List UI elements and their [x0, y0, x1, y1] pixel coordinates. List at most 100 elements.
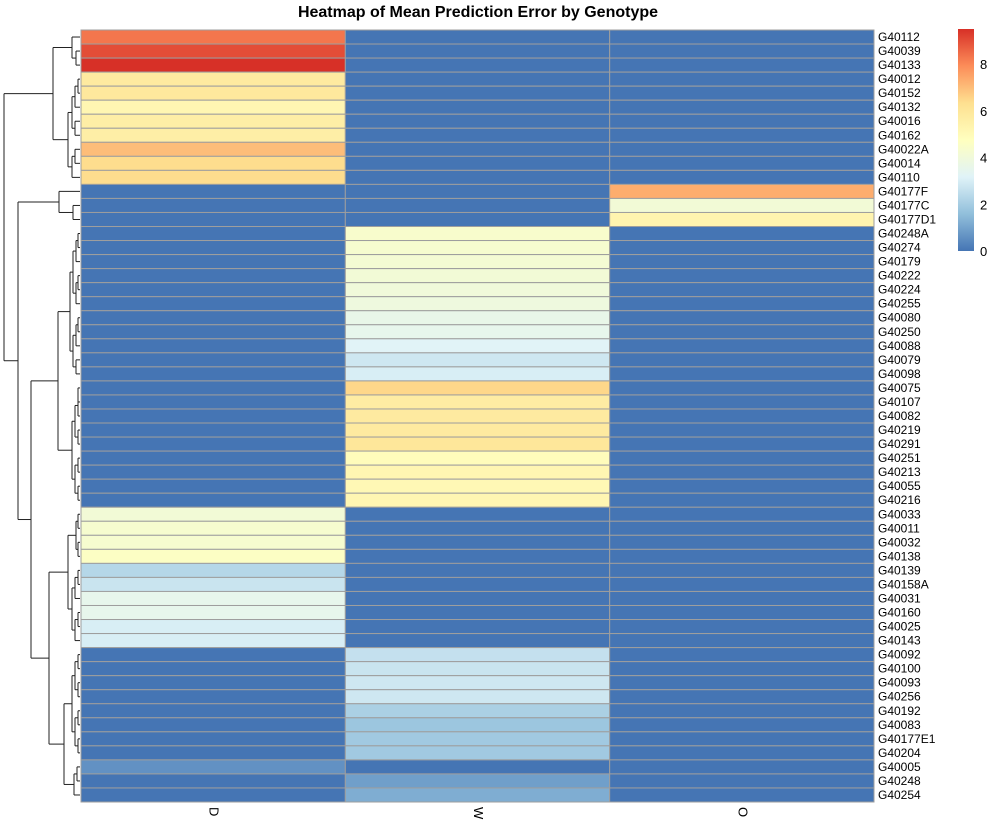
heatmap-cell — [344, 226, 611, 242]
heatmap-cell — [80, 787, 346, 803]
heatmap-cell — [344, 197, 611, 213]
row-label: G40075 — [878, 381, 921, 395]
row-label: G40039 — [878, 44, 921, 58]
heatmap-cell — [344, 57, 611, 73]
heatmap-cell — [80, 71, 346, 87]
heatmap-cell — [344, 380, 611, 396]
heatmap-cell — [609, 773, 875, 789]
row-label: G40138 — [878, 549, 921, 563]
heatmap-cell — [80, 57, 346, 73]
heatmap-cell — [344, 745, 611, 761]
heatmap-cell — [344, 717, 611, 733]
column-label: O — [735, 807, 750, 817]
heatmap-cell — [344, 183, 611, 199]
row-label: G40132 — [878, 100, 921, 114]
heatmap-cell — [344, 296, 611, 312]
heatmap-cell — [609, 197, 875, 213]
heatmap-cell — [344, 254, 611, 270]
heatmap-cell — [80, 619, 346, 635]
heatmap-cell — [344, 492, 611, 508]
heatmap-cell — [344, 240, 611, 256]
heatmap-cell — [80, 183, 346, 199]
heatmap-cell — [344, 759, 611, 775]
row-label: G40256 — [878, 690, 921, 704]
row-label: G40216 — [878, 493, 921, 507]
heatmap-cell — [344, 324, 611, 340]
heatmap-cell — [80, 169, 346, 185]
color-legend-tick: 2 — [980, 197, 987, 212]
heatmap-cell — [609, 478, 875, 494]
heatmap-cell — [609, 155, 875, 171]
heatmap-cell — [344, 562, 611, 578]
heatmap-cell — [80, 282, 346, 298]
heatmap-cell — [344, 71, 611, 87]
heatmap-cell — [344, 534, 611, 550]
heatmap-cell — [80, 324, 346, 340]
row-label: G40177F — [878, 184, 928, 198]
heatmap-cell — [344, 576, 611, 592]
heatmap-cell — [609, 169, 875, 185]
heatmap-cell — [609, 352, 875, 368]
heatmap-cell — [80, 141, 346, 157]
heatmap-cell — [609, 183, 875, 199]
heatmap-cell — [344, 99, 611, 115]
color-legend-tick: 4 — [980, 151, 987, 166]
heatmap-cell — [80, 254, 346, 270]
heatmap-cell — [80, 268, 346, 284]
row-labels: G40112G40039G40133G40012G40152G40132G400… — [878, 30, 936, 802]
heatmap-cell — [609, 268, 875, 284]
row-label: G40082 — [878, 409, 921, 423]
heatmap-cell — [609, 633, 875, 649]
row-label: G40177E1 — [878, 732, 936, 746]
row-label: G40291 — [878, 437, 921, 451]
heatmap-cell — [80, 436, 346, 452]
heatmap-cell — [344, 647, 611, 663]
heatmap-cell — [80, 450, 346, 466]
heatmap-cell — [80, 492, 346, 508]
heatmap-cell — [609, 436, 875, 452]
row-label: G40224 — [878, 283, 921, 297]
heatmap-cell — [609, 380, 875, 396]
heatmap-cell — [80, 759, 346, 775]
heatmap-cell — [80, 773, 346, 789]
row-label: G40083 — [878, 718, 921, 732]
heatmap-cell — [609, 310, 875, 326]
row-label: G40022A — [878, 142, 929, 156]
chart-title: Heatmap of Mean Prediction Error by Geno… — [297, 4, 659, 21]
heatmap-cell — [609, 661, 875, 677]
row-label: G40016 — [878, 114, 921, 128]
heatmap-cell — [80, 366, 346, 382]
heatmap-cell — [80, 352, 346, 368]
heatmap-cell — [80, 576, 346, 592]
heatmap-cell — [344, 366, 611, 382]
row-label: G40251 — [878, 451, 921, 465]
column-label: W — [471, 807, 486, 820]
heatmap-cell — [609, 787, 875, 803]
heatmap-cell — [609, 675, 875, 691]
row-label: G40254 — [878, 788, 921, 802]
row-label: G40160 — [878, 606, 921, 620]
heatmap-cell — [344, 141, 611, 157]
row-label: G40250 — [878, 325, 921, 339]
row-label: G40005 — [878, 760, 921, 774]
heatmap-cell — [80, 85, 346, 101]
heatmap-cell — [609, 590, 875, 606]
heatmap-cell — [344, 352, 611, 368]
heatmap-cell — [609, 57, 875, 73]
row-label: G40100 — [878, 662, 921, 676]
heatmap-cell — [609, 394, 875, 410]
color-legend: 0 2 4 6 8 — [958, 29, 987, 259]
heatmap-cell — [80, 226, 346, 242]
row-label: G40177D1 — [878, 212, 936, 226]
heatmap-cells — [80, 29, 875, 803]
heatmap-cell — [609, 85, 875, 101]
heatmap-cell — [80, 590, 346, 606]
heatmap-cell — [344, 464, 611, 480]
row-label: G40098 — [878, 367, 921, 381]
heatmap-cell — [344, 310, 611, 326]
heatmap-cell — [80, 310, 346, 326]
heatmap-cell — [344, 661, 611, 677]
heatmap-cell — [609, 745, 875, 761]
heatmap-cell — [344, 590, 611, 606]
